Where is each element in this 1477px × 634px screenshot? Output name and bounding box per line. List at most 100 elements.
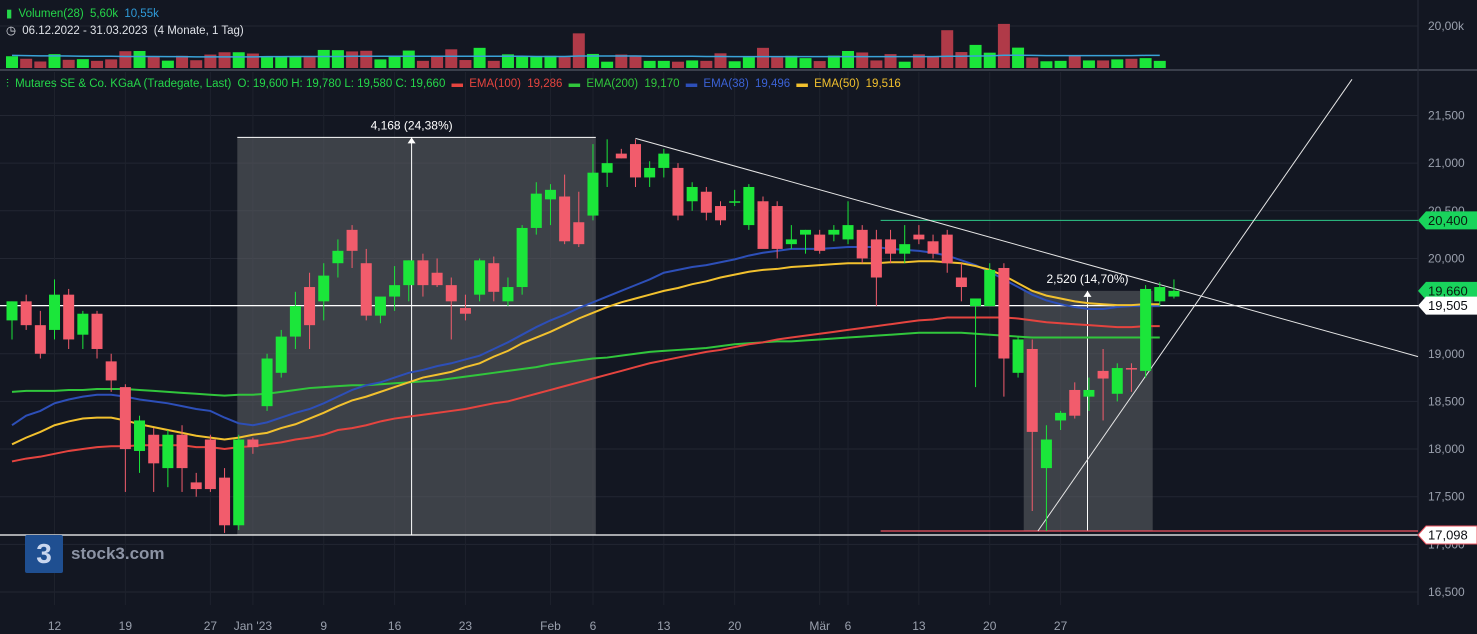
volume-bar	[530, 56, 543, 68]
volume-value-1: 5,60k	[89, 8, 119, 20]
candle-body	[941, 234, 953, 264]
candle-body	[20, 301, 32, 326]
ema200-label: EMA(200)	[586, 78, 639, 90]
volume-bar	[742, 57, 755, 68]
volume-bar	[516, 56, 529, 68]
candle	[516, 225, 528, 295]
candle	[771, 201, 783, 259]
candle-body	[927, 241, 939, 254]
candle-body	[998, 267, 1010, 359]
volume-bar	[20, 58, 33, 68]
candle	[374, 296, 386, 324]
candle-body	[6, 301, 18, 321]
ema100-marker: ▬	[451, 78, 464, 90]
candle-body	[814, 234, 826, 251]
volume-bar	[161, 60, 174, 68]
candle	[1097, 348, 1109, 421]
candle-body	[1069, 389, 1081, 416]
candle-body	[474, 260, 486, 295]
volume-bar	[1040, 61, 1053, 68]
x-tick-label: 27	[1054, 619, 1068, 633]
volume-bar	[445, 49, 458, 68]
candle	[332, 239, 344, 278]
volume-bar	[856, 52, 869, 68]
candle	[998, 263, 1010, 397]
x-tick-label: 23	[459, 619, 473, 633]
volume-bar	[1111, 59, 1124, 68]
candle-body	[63, 294, 75, 340]
x-tick-label: 13	[657, 619, 671, 633]
ema200-value: 19,170	[644, 78, 680, 90]
candle	[828, 225, 840, 242]
candle	[49, 279, 61, 340]
volume-bar	[105, 59, 118, 68]
candle-body	[403, 260, 415, 286]
volume-bar	[941, 30, 954, 68]
candle	[360, 248, 372, 321]
volume-bar	[955, 52, 968, 68]
volume-bar	[842, 50, 855, 68]
volume-bar	[558, 57, 571, 68]
candle-body	[899, 244, 911, 254]
duration: (4 Monate, 1 Tag)	[153, 25, 244, 37]
candle	[417, 253, 429, 297]
candle-body	[1026, 348, 1038, 432]
x-tick-label: 6	[590, 619, 597, 633]
candle-body	[502, 287, 514, 302]
candle	[318, 263, 330, 321]
y-tick-label: 21,000	[1428, 156, 1465, 170]
candle	[91, 310, 103, 359]
volume-bar	[757, 47, 770, 68]
candle	[204, 434, 216, 492]
x-tick-label: Feb	[540, 619, 561, 633]
candle-body	[346, 229, 358, 251]
price-tag-17,098	[1417, 525, 1477, 545]
candle-body	[984, 269, 996, 307]
candle	[233, 434, 245, 531]
candle-body	[488, 263, 500, 292]
candle-body	[304, 287, 316, 326]
volume-bar	[544, 55, 557, 68]
measure-arrowhead-2	[1083, 290, 1092, 297]
candle-body	[970, 298, 982, 307]
volume-bar	[147, 56, 160, 68]
candle-body	[318, 275, 330, 302]
volume-bar	[1026, 57, 1039, 68]
ema200-marker: ▬	[568, 78, 581, 90]
volume-bar	[317, 49, 330, 68]
candle	[729, 189, 741, 207]
candle	[431, 258, 443, 288]
volume-ma-line	[11, 54, 1160, 58]
candle-body	[374, 296, 386, 316]
candle	[346, 225, 358, 268]
volume-bar	[1125, 58, 1138, 68]
candle	[1140, 285, 1152, 378]
volume-value-2: 10,55k	[124, 8, 159, 20]
candle	[686, 182, 698, 211]
candle	[715, 201, 726, 226]
candle-body	[1125, 368, 1137, 370]
clock-icon: ◷	[6, 25, 17, 37]
candle	[927, 234, 939, 259]
candle	[970, 298, 982, 388]
volume-bar	[388, 56, 401, 68]
ema200-line	[11, 331, 1160, 397]
volume-bar	[898, 61, 911, 68]
volume-bar	[374, 59, 387, 68]
candle	[1125, 363, 1137, 392]
candle-body	[1111, 368, 1123, 394]
candle-body	[913, 234, 925, 240]
candle-body	[289, 306, 301, 337]
volume-bar	[62, 59, 75, 68]
ema38-value: 19,496	[754, 78, 791, 90]
x-tick-label: 27	[204, 619, 218, 633]
candle	[559, 174, 571, 245]
x-tick-label: 20	[983, 619, 997, 633]
volume-bar	[402, 50, 415, 68]
ema50-line	[11, 260, 1160, 446]
candle-body	[445, 285, 457, 302]
instrument-name[interactable]: Mutares SE & Co. KGaA (Tradegate, Last)	[15, 78, 232, 90]
candle-body	[247, 439, 259, 448]
volume-bar	[1068, 55, 1081, 68]
